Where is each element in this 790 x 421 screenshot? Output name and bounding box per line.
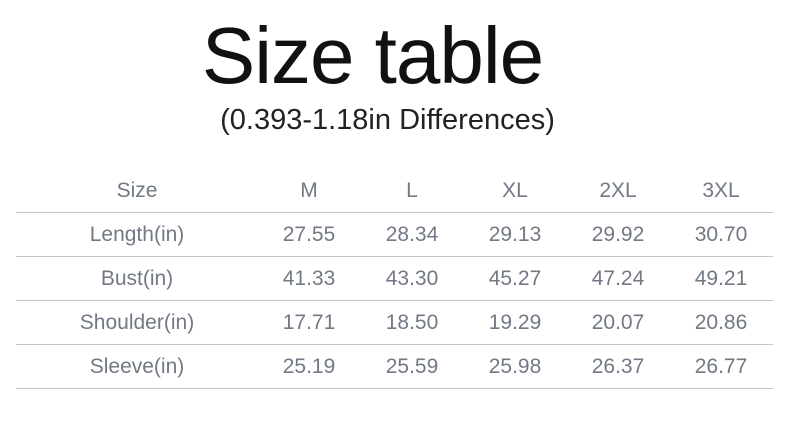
table-cell: 41.33 — [282, 266, 336, 290]
table-cell: 47.24 — [591, 266, 645, 290]
table-cell: 27.55 — [282, 222, 336, 246]
table-cell: 17.71 — [282, 310, 336, 334]
table-row: Bust(in) 41.33 43.30 45.27 47.24 49.21 — [16, 257, 773, 301]
table-cell: 25.98 — [488, 354, 542, 378]
header-cell: XL — [502, 179, 528, 202]
table-row: Sleeve(in) 25.19 25.59 25.98 26.37 26.77 — [16, 345, 773, 389]
table-row: Length(in) 27.55 28.34 29.13 29.92 30.70 — [16, 213, 773, 257]
table-cell: 18.50 — [385, 310, 439, 334]
table-row: Shoulder(in) 17.71 18.50 19.29 20.07 20.86 — [16, 301, 773, 345]
table-cell: 49.21 — [694, 266, 748, 290]
header-cell: M — [300, 179, 318, 202]
header-cell: 3XL — [702, 179, 740, 202]
table-cell: 20.07 — [591, 310, 645, 334]
table-cell: 45.27 — [488, 266, 542, 290]
table-header: Size M L XL 2XL 3XL — [16, 170, 773, 213]
table-cell: 28.34 — [385, 222, 439, 246]
header-cell: L — [406, 179, 418, 202]
table-cell: 26.77 — [694, 354, 748, 378]
page-title: Size table — [201, 11, 544, 100]
table-cell: 19.29 — [488, 310, 542, 334]
header-cell: Size — [116, 179, 158, 202]
table-cell: 20.86 — [694, 310, 748, 334]
row-label: Sleeve(in) — [89, 354, 185, 378]
table-cell: 25.59 — [385, 354, 439, 378]
table-cell: 25.19 — [282, 354, 336, 378]
row-label: Bust(in) — [100, 266, 174, 290]
table-cell: 29.13 — [488, 222, 542, 246]
size-table: Size M L XL 2XL 3XL Length(in) 27.55 28.34 29.13 2… — [16, 170, 773, 389]
table-cell: 43.30 — [385, 266, 439, 290]
table-cell: 26.37 — [591, 354, 645, 378]
page-subtitle: (0.393-1.18in Differences) — [220, 104, 555, 136]
row-label: Shoulder(in) — [79, 310, 195, 334]
header-cell: 2XL — [599, 179, 637, 202]
table-cell: 30.70 — [694, 222, 748, 246]
row-label: Length(in) — [89, 222, 185, 246]
table-cell: 29.92 — [591, 222, 645, 246]
